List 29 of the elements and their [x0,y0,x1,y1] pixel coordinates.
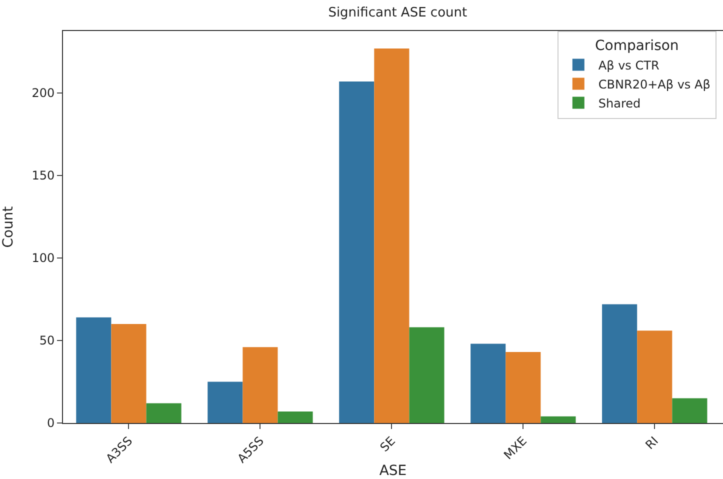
bar [540,416,576,423]
x-axis-title: ASE [379,463,407,479]
bar [470,344,506,423]
bar [672,398,708,423]
bar [111,324,146,423]
x-tick-label: SE [377,434,398,455]
y-tick-label: 0 [46,416,55,430]
bar [637,330,672,423]
bar [374,48,410,423]
bar [506,352,541,423]
bar [208,382,243,423]
legend-label: CBNR20+Aβ vs Aβ [598,77,710,92]
bar [409,327,444,423]
legend-title: Comparison [594,38,679,54]
x-tick-label: RI [642,434,661,452]
bar [339,81,374,423]
bar [146,403,182,423]
legend-label: Shared [598,96,641,110]
legend-label: Aβ vs CTR [598,58,660,72]
y-axis-title: Count [0,206,16,248]
bar [278,411,313,423]
y-tick-label: 100 [32,251,55,266]
y-tick-label: 200 [32,86,55,100]
bar [242,347,278,423]
bar [602,304,638,423]
chart-title: Significant ASE count [328,5,468,20]
y-tick-label: 150 [32,168,55,183]
bar [76,317,112,423]
y-tick-label: 50 [39,334,55,348]
